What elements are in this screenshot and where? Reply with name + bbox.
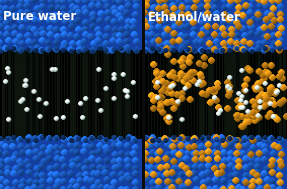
Text: Ethanol/water: Ethanol/water xyxy=(148,10,241,23)
Text: Pure water: Pure water xyxy=(3,10,76,23)
